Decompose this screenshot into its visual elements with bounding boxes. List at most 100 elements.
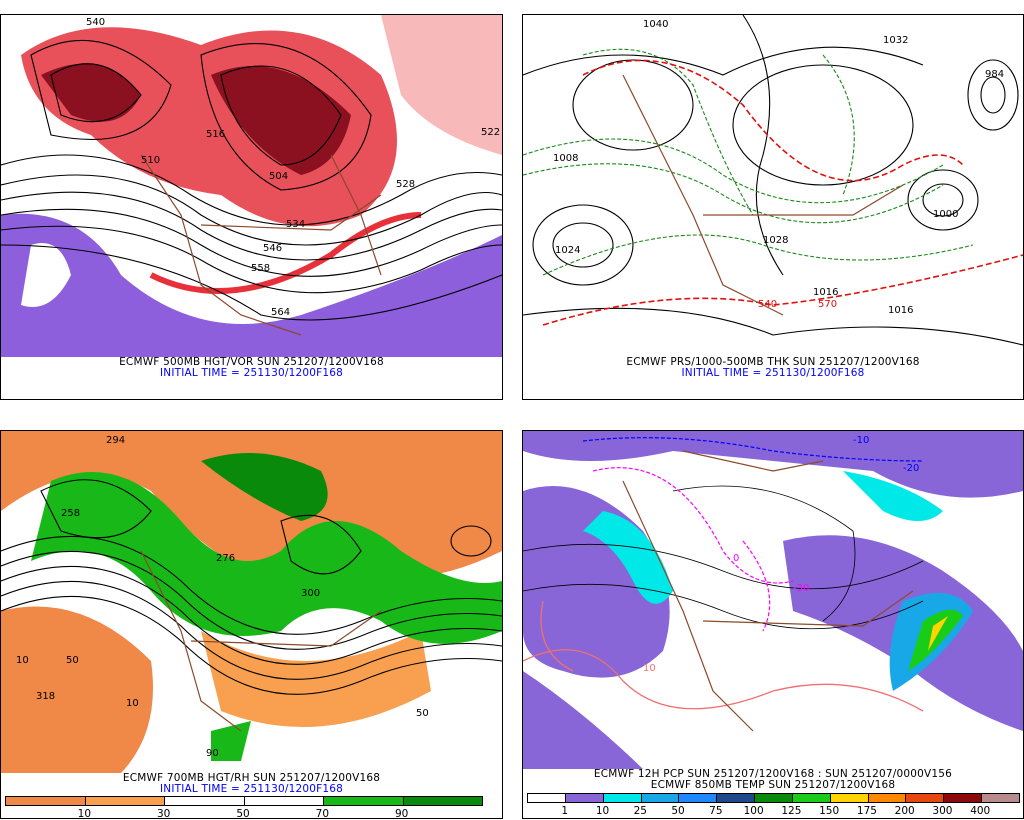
- colorbar-label: 100: [743, 805, 764, 817]
- contour-label: 318: [36, 691, 55, 702]
- temperature-contours: [523, 485, 924, 630]
- colorbar-swatch: [6, 797, 86, 805]
- contour-label: 534: [286, 219, 305, 230]
- colorbar-label: 50: [671, 805, 685, 817]
- panel-subtitle: INITIAL TIME = 251130/1200F168: [159, 367, 344, 379]
- cold-contours: [582, 437, 924, 462]
- colorbar-swatch: [792, 794, 831, 802]
- panel-title: ECMWF 500MB HGT/VOR SUN 251207/1200V168: [119, 356, 384, 368]
- contour-label: 540: [758, 299, 777, 310]
- contour-label: 50: [416, 708, 429, 719]
- panel-subtitle: INITIAL TIME = 251130/1200F168: [681, 367, 865, 379]
- contour-label: 570: [818, 299, 837, 310]
- colorbar-label: 150: [819, 805, 840, 817]
- contour-label: 300: [301, 588, 320, 599]
- rh-moist-area: [31, 472, 502, 644]
- colorbar-label: 70: [315, 808, 330, 820]
- contour-label: -10: [853, 435, 869, 446]
- map-500mb-vorticity: 540 516 510 504 528 522 546 558 564 534: [1, 15, 502, 357]
- colorbar-label: 75: [709, 805, 723, 817]
- panel-prs-thickness: 1040 984 1008 1000 1024 1028 1016 540 57…: [522, 14, 1024, 400]
- contour-label: -20: [903, 463, 919, 474]
- colorbar-label: 90: [394, 808, 409, 820]
- colorbar-label: 300: [932, 805, 953, 817]
- country-borders: [622, 74, 904, 316]
- contour-label: 522: [481, 127, 500, 138]
- panel-500mb-hgt-vor: 540 516 510 504 528 522 546 558 564 534 …: [0, 14, 503, 400]
- country-borders: [622, 450, 914, 732]
- precip-colorbar-labels: 1 10 25 50 75 100 125 150 175 200 300 400: [527, 805, 1018, 817]
- freezing-contours: [592, 467, 794, 632]
- contour-label: 504: [269, 171, 288, 182]
- contour-label: 1024: [555, 245, 580, 256]
- contour-label: 10: [16, 655, 29, 666]
- map-pressure-thickness: 1040 984 1008 1000 1024 1028 1016 540 57…: [523, 15, 1023, 357]
- panel-subtitle: INITIAL TIME = 251130/1200F168: [159, 783, 344, 795]
- colorbar-swatch: [906, 794, 945, 802]
- colorbar-label: 175: [856, 805, 877, 817]
- country-borders: [140, 154, 382, 336]
- contour-label: 294: [106, 435, 125, 446]
- colorbar-label: 400: [970, 805, 991, 817]
- country-borders: [140, 550, 382, 732]
- colorbar-label: 25: [633, 805, 647, 817]
- colorbar-label: 50: [236, 808, 250, 820]
- panel-700mb-hgt-rh: 294 258 276 300 10 50 90 318 10 50 ECMWF…: [0, 430, 503, 820]
- contour-label: 528: [396, 179, 415, 190]
- contour-label: 258: [61, 508, 80, 519]
- colorbar-swatch: [755, 794, 793, 802]
- colorbar-swatch: [868, 794, 907, 802]
- colorbar-label: 200: [894, 805, 915, 817]
- height-contours: [1, 39, 502, 321]
- colorbar-swatch: [403, 797, 482, 805]
- contour-label: 1028: [763, 235, 788, 246]
- panel-title: ECMWF PRS/1000-500MB THK SUN 251207/1200…: [626, 356, 920, 368]
- contour-label: 1040: [643, 19, 668, 30]
- contour-label: -30: [793, 583, 809, 594]
- thickness-contours-green: [523, 48, 974, 276]
- colorbar-swatch: [944, 794, 983, 802]
- map-700mb-rh: 294 258 276 300 10 50 90 318 10 50: [1, 431, 502, 773]
- colorbar-label: 10: [77, 808, 92, 820]
- contour-label: 510: [141, 155, 160, 166]
- contour-label: 50: [66, 655, 79, 666]
- rh-colorbar: [5, 796, 483, 806]
- panel-subtitle: ECMWF 850MB TEMP SUN 251207/1200V168: [650, 779, 896, 791]
- panel-title: ECMWF 12H PCP SUN 251207/1200V168 : SUN …: [593, 768, 953, 780]
- contour-label: 90: [206, 748, 219, 759]
- colorbar-swatch: [717, 794, 756, 802]
- contour-label: 516: [206, 129, 225, 140]
- contour-label: 1016: [813, 287, 838, 298]
- rh-colorbar-labels: 10 30 50 70 90: [5, 808, 481, 820]
- thickness-contours-red: [542, 59, 1023, 326]
- contour-label: 1000: [933, 209, 958, 220]
- colorbar-swatch: [528, 794, 566, 802]
- colorbar-swatch: [565, 794, 604, 802]
- colorbar-swatch: [679, 794, 718, 802]
- colorbar-label: 1: [561, 805, 569, 817]
- precip-colorbar: [527, 793, 1020, 803]
- colorbar-label: 10: [595, 805, 610, 817]
- contour-label: 1008: [553, 153, 578, 164]
- warm-contours: [523, 600, 924, 712]
- colorbar-swatch: [324, 797, 404, 805]
- vorticity-negative-area: [1, 213, 502, 357]
- colorbar-swatch: [244, 797, 324, 805]
- colorbar-swatch: [982, 794, 1019, 802]
- contour-label: 984: [985, 69, 1004, 80]
- contour-label: 10: [126, 698, 139, 709]
- contour-label: 558: [251, 263, 270, 274]
- contour-label: 1016: [888, 305, 913, 316]
- colorbar-label: 30: [156, 808, 171, 820]
- contour-label: 276: [216, 553, 235, 564]
- contour-label: 564: [271, 307, 290, 318]
- contour-label: 546: [263, 243, 282, 254]
- colorbar-label: 125: [781, 805, 802, 817]
- colorbar-swatch: [641, 794, 680, 802]
- contour-label: 0: [733, 553, 739, 564]
- panel-title: ECMWF 700MB HGT/RH SUN 251207/1200V168: [122, 772, 381, 784]
- contour-label: 1032: [883, 35, 908, 46]
- colorbar-swatch: [165, 797, 245, 805]
- colorbar-swatch: [830, 794, 869, 802]
- contour-label: 540: [86, 17, 105, 28]
